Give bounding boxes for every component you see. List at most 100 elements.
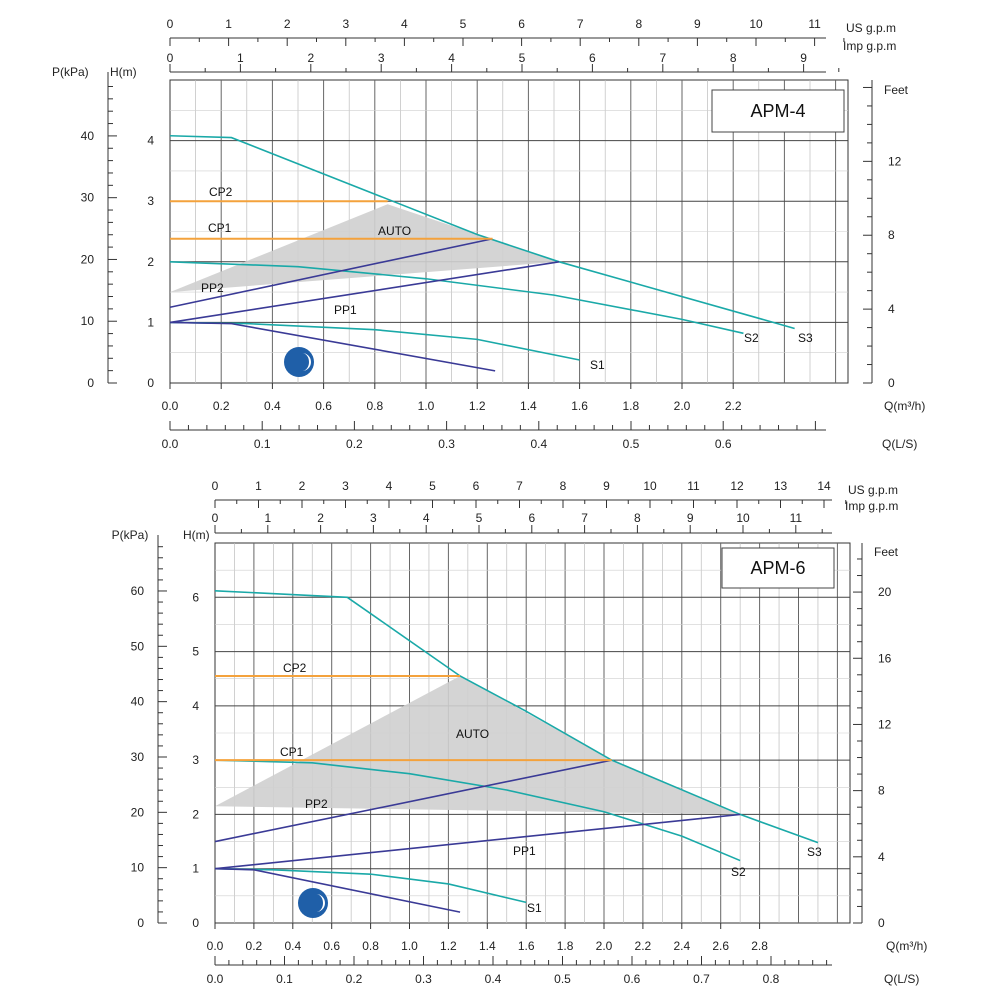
us-tick-label: 3 bbox=[342, 17, 349, 31]
model-title: APM-4 bbox=[750, 101, 805, 121]
us-tick-label: 6 bbox=[518, 17, 525, 31]
x-tick-label: 1.2 bbox=[469, 399, 486, 413]
h-tick-label: 5 bbox=[192, 645, 199, 659]
x-tick-label: 1.8 bbox=[557, 939, 574, 953]
feet-tick-label: 8 bbox=[888, 228, 895, 242]
x-tick-label: 0.6 bbox=[315, 399, 332, 413]
series-label-pp2: PP2 bbox=[201, 281, 224, 295]
ls-tick-label: 0.0 bbox=[207, 972, 224, 986]
feet-tick-label: 20 bbox=[878, 585, 892, 599]
us-tick-label: 10 bbox=[643, 479, 657, 493]
feet-tick-label: 4 bbox=[888, 302, 895, 316]
model-title: APM-6 bbox=[750, 558, 805, 578]
x-tick-label: 0.0 bbox=[207, 939, 224, 953]
feet-tick-label: 12 bbox=[878, 717, 892, 731]
series-label-s1: S1 bbox=[527, 901, 542, 915]
series-pp1-line bbox=[214, 813, 741, 870]
ls-tick-label: 0.4 bbox=[530, 437, 547, 451]
chart-0: S3 S2 S1 PP2 PP1 CP2 CP1 AUTO APM-4 0.0 0.2 0.4 0.6 0… bbox=[52, 17, 925, 451]
h-tick-label: 2 bbox=[147, 255, 154, 269]
series-label-cp2: CP2 bbox=[283, 661, 307, 675]
us-tick-label: 9 bbox=[694, 17, 701, 31]
imp-tick-label: 9 bbox=[800, 51, 807, 65]
us-tick-label: 11 bbox=[808, 17, 821, 31]
series-label-cp1: CP1 bbox=[280, 745, 304, 759]
imp-tick-label: 9 bbox=[687, 511, 694, 525]
x-tick-label: 2.4 bbox=[673, 939, 690, 953]
series-label-pp1: PP1 bbox=[334, 303, 357, 317]
auto-region bbox=[170, 204, 560, 293]
ls-tick-label: 0.8 bbox=[763, 972, 780, 986]
p-tick-label: 50 bbox=[131, 639, 145, 653]
us-tick-label: 14 bbox=[817, 479, 831, 493]
x-tick-label: 2.8 bbox=[751, 939, 768, 953]
us-tick-label: 7 bbox=[577, 17, 584, 31]
imp-tick-label: 5 bbox=[519, 51, 526, 65]
ls-tick-label: 0.3 bbox=[438, 437, 455, 451]
auto-label: AUTO bbox=[378, 224, 411, 238]
series-label-s3: S3 bbox=[807, 845, 822, 859]
x-tick-label: 2.2 bbox=[725, 399, 742, 413]
series-s3-line bbox=[169, 134, 795, 330]
ls-tick-label: 0.3 bbox=[415, 972, 432, 986]
p-tick-label: 60 bbox=[131, 584, 145, 598]
feet-tick-label: 8 bbox=[878, 784, 885, 798]
us-tick-label: 0 bbox=[167, 17, 174, 31]
imp-tick-label: 4 bbox=[448, 51, 455, 65]
x-tick-label: 1.4 bbox=[479, 939, 496, 953]
ls-tick-label: 0.5 bbox=[554, 972, 571, 986]
ls-tick-label: 0.6 bbox=[715, 437, 732, 451]
us-tick-label: 10 bbox=[749, 17, 763, 31]
x-tick-label: 1.0 bbox=[418, 399, 435, 413]
series-label-s3: S3 bbox=[798, 331, 813, 345]
x-tick-label: 0.2 bbox=[213, 399, 230, 413]
x-tick-label: 2.0 bbox=[674, 399, 691, 413]
h-tick-label: 2 bbox=[192, 807, 199, 821]
x-tick-label: 0.8 bbox=[362, 939, 379, 953]
series-pp1-line bbox=[169, 261, 560, 324]
h-tick-label: 4 bbox=[192, 699, 199, 713]
ls-tick-label: 0.1 bbox=[276, 972, 293, 986]
x-tick-label: 0.4 bbox=[284, 939, 301, 953]
p-tick-label: 30 bbox=[81, 191, 95, 205]
us-tick-label: 3 bbox=[342, 479, 349, 493]
auto-region bbox=[215, 676, 741, 815]
h-axis-label: H(m) bbox=[110, 65, 137, 79]
feet-axis-label: Feet bbox=[884, 83, 909, 97]
moon-icon bbox=[316, 894, 325, 912]
x-tick-label: 0.4 bbox=[264, 399, 281, 413]
ls-axis-label: Q(L/S) bbox=[882, 437, 917, 451]
series-pp2-line bbox=[214, 759, 612, 843]
x-tick-label: 0.0 bbox=[162, 399, 179, 413]
us-tick-label: 4 bbox=[401, 17, 408, 31]
imp-axis-label: Imp g.p.m bbox=[843, 39, 896, 53]
ls-tick-label: 0.5 bbox=[623, 437, 640, 451]
feet-tick-label: 12 bbox=[888, 154, 902, 168]
us-tick-label: 1 bbox=[255, 479, 262, 493]
us-tick-label: 7 bbox=[516, 479, 523, 493]
us-axis-label: US g.p.m bbox=[848, 483, 898, 497]
imp-tick-label: 6 bbox=[528, 511, 535, 525]
feet-axis-label: Feet bbox=[874, 545, 899, 559]
ls-tick-label: 0.4 bbox=[485, 972, 502, 986]
p-tick-label: 40 bbox=[131, 695, 145, 709]
ls-tick-label: 0.6 bbox=[624, 972, 641, 986]
h-axis-label: H(m) bbox=[183, 528, 210, 542]
p-tick-label: 40 bbox=[81, 129, 95, 143]
ls-tick-label: 0.2 bbox=[346, 972, 363, 986]
h-tick-label: 1 bbox=[192, 862, 199, 876]
p-axis-label: P(kPa) bbox=[52, 65, 89, 79]
imp-tick-label: 2 bbox=[307, 51, 314, 65]
imp-tick-label: 10 bbox=[736, 511, 750, 525]
h-tick-label: 3 bbox=[192, 753, 199, 767]
x-tick-label: 2.2 bbox=[635, 939, 652, 953]
model-title-box bbox=[711, 89, 845, 133]
us-tick-label: 0 bbox=[212, 479, 219, 493]
p-axis-label: P(kPa) bbox=[112, 528, 149, 542]
imp-tick-label: 8 bbox=[634, 511, 641, 525]
series-eco-5-line bbox=[169, 321, 496, 372]
us-tick-label: 1 bbox=[225, 17, 232, 31]
imp-tick-label: 5 bbox=[476, 511, 483, 525]
series-eco-5-line bbox=[214, 867, 461, 913]
